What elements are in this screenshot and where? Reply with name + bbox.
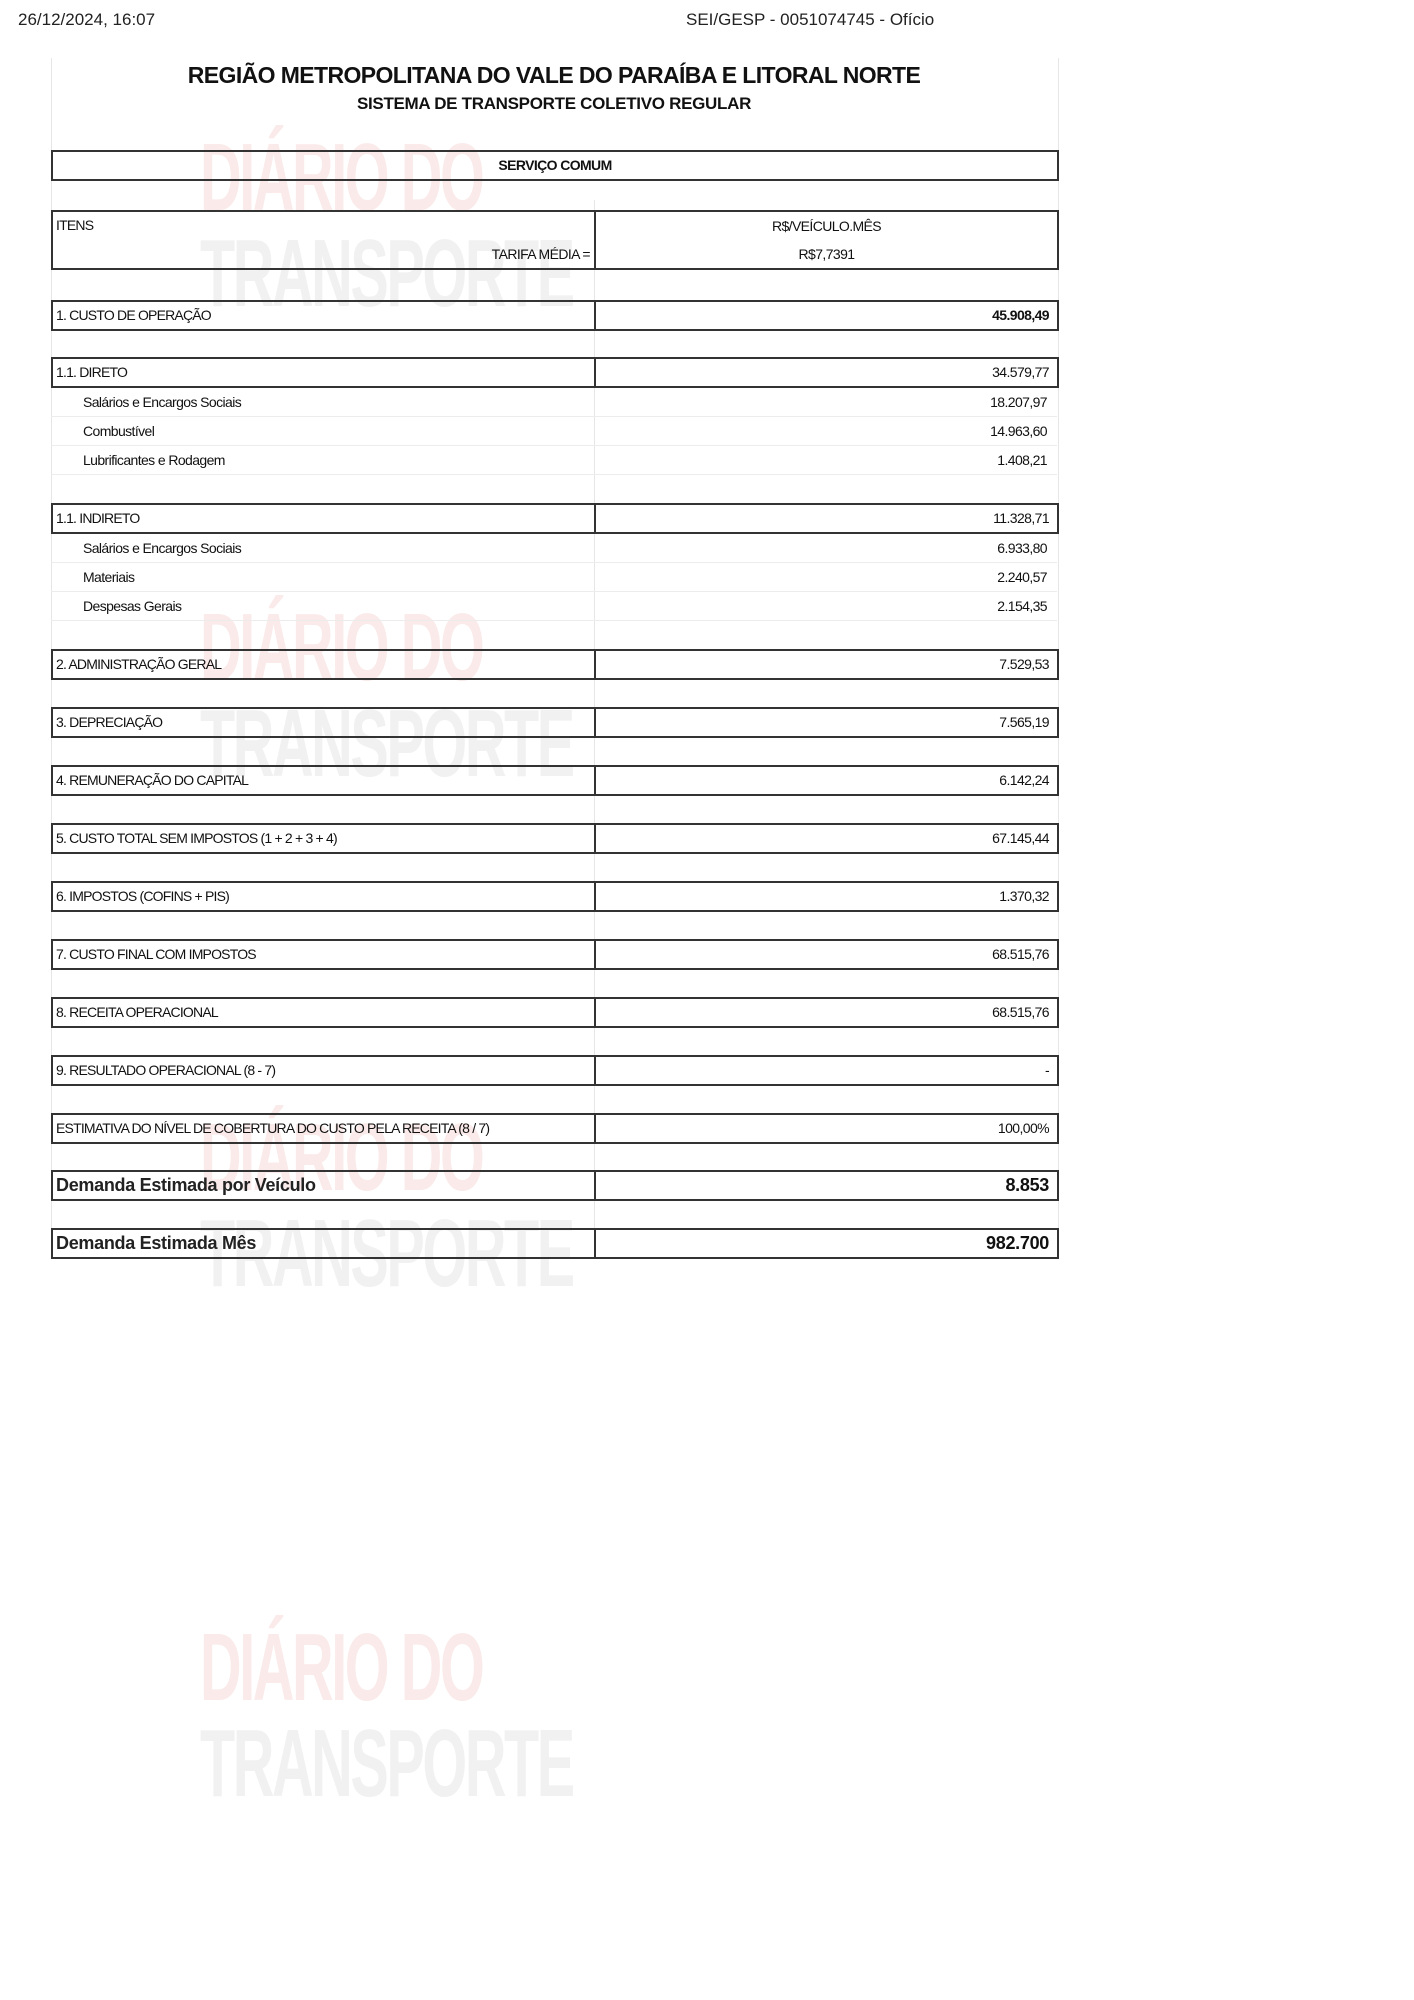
watermark-line1: DIÁRIO DO: [200, 1614, 485, 1721]
row-demanda-veiculo: Demanda Estimada por Veículo 8.853: [51, 1170, 1059, 1201]
row-value: 7.529,53: [999, 656, 1049, 672]
row-total: 6. IMPOSTOS (COFINS + PIS) 1.370,32: [51, 881, 1059, 912]
row-value: 68.515,76: [992, 1004, 1049, 1020]
row-label: 1. CUSTO DE OPERAÇÃO: [56, 307, 212, 323]
row-value: 2.240,57: [997, 569, 1047, 585]
row-label: Lubrificantes e Rodagem: [83, 452, 225, 468]
tarifa-label: TARIFA MÉDIA =: [491, 246, 591, 262]
subrow: Salários e Encargos Sociais 18.207,97: [51, 388, 1057, 417]
row-direto: 1.1. DIRETO 34.579,77: [51, 357, 1059, 388]
row-value: 11.328,71: [993, 510, 1049, 526]
row-value: 100,00%: [997, 1120, 1050, 1136]
service-header: SERVIÇO COMUM: [51, 150, 1059, 181]
row-label: ESTIMATIVA DO NÍVEL DE COBERTURA DO CUST…: [56, 1120, 490, 1136]
watermark-line2: TRANSPORTE: [200, 1710, 575, 1817]
row-total: 9. RESULTADO OPERACIONAL (8 - 7) -: [51, 1055, 1059, 1086]
row-label: Salários e Encargos Sociais: [83, 540, 242, 556]
row-total: 3. DEPRECIAÇÃO 7.565,19: [51, 707, 1059, 738]
row-value: 8.853: [1005, 1175, 1049, 1195]
row-value: 14.963,60: [990, 423, 1047, 439]
tarifa-value: R$7,7391: [798, 246, 856, 262]
subrow: Combustível 14.963,60: [51, 417, 1057, 446]
items-header: ITENS: [56, 217, 94, 233]
row-label: Demanda Estimada Mês: [56, 1233, 257, 1253]
row-label: 1.1. INDIRETO: [56, 510, 140, 526]
row-value: 1.370,32: [999, 888, 1049, 904]
document-title: REGIÃO METROPOLITANA DO VALE DO PARAÍBA …: [187, 62, 921, 88]
subrow: Materiais 2.240,57: [51, 563, 1057, 592]
row-value: 68.515,76: [992, 946, 1049, 962]
row-value: 6.933,80: [997, 540, 1047, 556]
row-value: 6.142,24: [999, 772, 1049, 788]
row-total: 8. RECEITA OPERACIONAL 68.515,76: [51, 997, 1059, 1028]
row-label: Despesas Gerais: [83, 598, 182, 614]
watermark-line1: DIÁRIO DO: [200, 1104, 485, 1211]
row-label: 3. DEPRECIAÇÃO: [56, 714, 163, 730]
row-label: Salários e Encargos Sociais: [83, 394, 242, 410]
row-label: Demanda Estimada por Veículo: [56, 1175, 316, 1195]
subrow: Salários e Encargos Sociais 6.933,80: [51, 534, 1057, 563]
row-label: Combustível: [83, 423, 155, 439]
row-total: ESTIMATIVA DO NÍVEL DE COBERTURA DO CUST…: [51, 1113, 1059, 1144]
row-value: 67.145,44: [992, 830, 1049, 846]
row-label: 6. IMPOSTOS (COFINS + PIS): [56, 888, 230, 904]
row-total: 7. CUSTO FINAL COM IMPOSTOS 68.515,76: [51, 939, 1059, 970]
row-label: Materiais: [83, 569, 135, 585]
row-label: 2. ADMINISTRAÇÃO GERAL: [56, 656, 222, 672]
row-value: 34.579,77: [992, 364, 1049, 380]
row-label: 5. CUSTO TOTAL SEM IMPOSTOS (1 + 2 + 3 +…: [56, 830, 338, 846]
table-header: ITENS TARIFA MÉDIA = R$/VEÍCULO.MÊS R$7,…: [51, 210, 1059, 270]
watermark-line2: TRANSPORTE: [200, 220, 575, 327]
print-datetime: 26/12/2024, 16:07: [18, 10, 156, 29]
row-value: 7.565,19: [999, 714, 1049, 730]
row-value: 2.154,35: [997, 598, 1047, 614]
row-demanda-mes: Demanda Estimada Mês 982.700: [51, 1228, 1059, 1259]
print-doc-ref: SEI/GESP - 0051074745 - Ofício: [686, 10, 935, 29]
row-custo-operacao: 1. CUSTO DE OPERAÇÃO 45.908,49: [51, 300, 1059, 331]
watermark-line2: TRANSPORTE: [200, 690, 575, 797]
row-indireto: 1.1. INDIRETO 11.328,71: [51, 503, 1059, 534]
unit-header: R$/VEÍCULO.MÊS: [771, 218, 882, 234]
row-label: 4. REMUNERAÇÃO DO CAPITAL: [56, 772, 249, 788]
document-subtitle: SISTEMA DE TRANSPORTE COLETIVO REGULAR: [356, 94, 752, 113]
row-total: 4. REMUNERAÇÃO DO CAPITAL 6.142,24: [51, 765, 1059, 796]
watermark-line1: DIÁRIO DO: [200, 124, 485, 231]
row-label: 7. CUSTO FINAL COM IMPOSTOS: [56, 946, 257, 962]
row-total: 2. ADMINISTRAÇÃO GERAL 7.529,53: [51, 649, 1059, 680]
service-label: SERVIÇO COMUM: [498, 157, 612, 173]
row-value: 1.408,21: [997, 452, 1047, 468]
subrow: Lubrificantes e Rodagem 1.408,21: [51, 446, 1057, 475]
row-value: 982.700: [986, 1233, 1049, 1253]
row-total: 5. CUSTO TOTAL SEM IMPOSTOS (1 + 2 + 3 +…: [51, 823, 1059, 854]
row-label: 8. RECEITA OPERACIONAL: [56, 1004, 219, 1020]
row-label: 1.1. DIRETO: [56, 364, 128, 380]
subrow: Despesas Gerais 2.154,35: [51, 592, 1057, 621]
watermark-line2: TRANSPORTE: [200, 1200, 575, 1307]
row-value: 45.908,49: [992, 307, 1049, 323]
row-label: 9. RESULTADO OPERACIONAL (8 - 7): [56, 1062, 276, 1078]
row-value: -: [1044, 1062, 1050, 1078]
row-value: 18.207,97: [990, 394, 1047, 410]
